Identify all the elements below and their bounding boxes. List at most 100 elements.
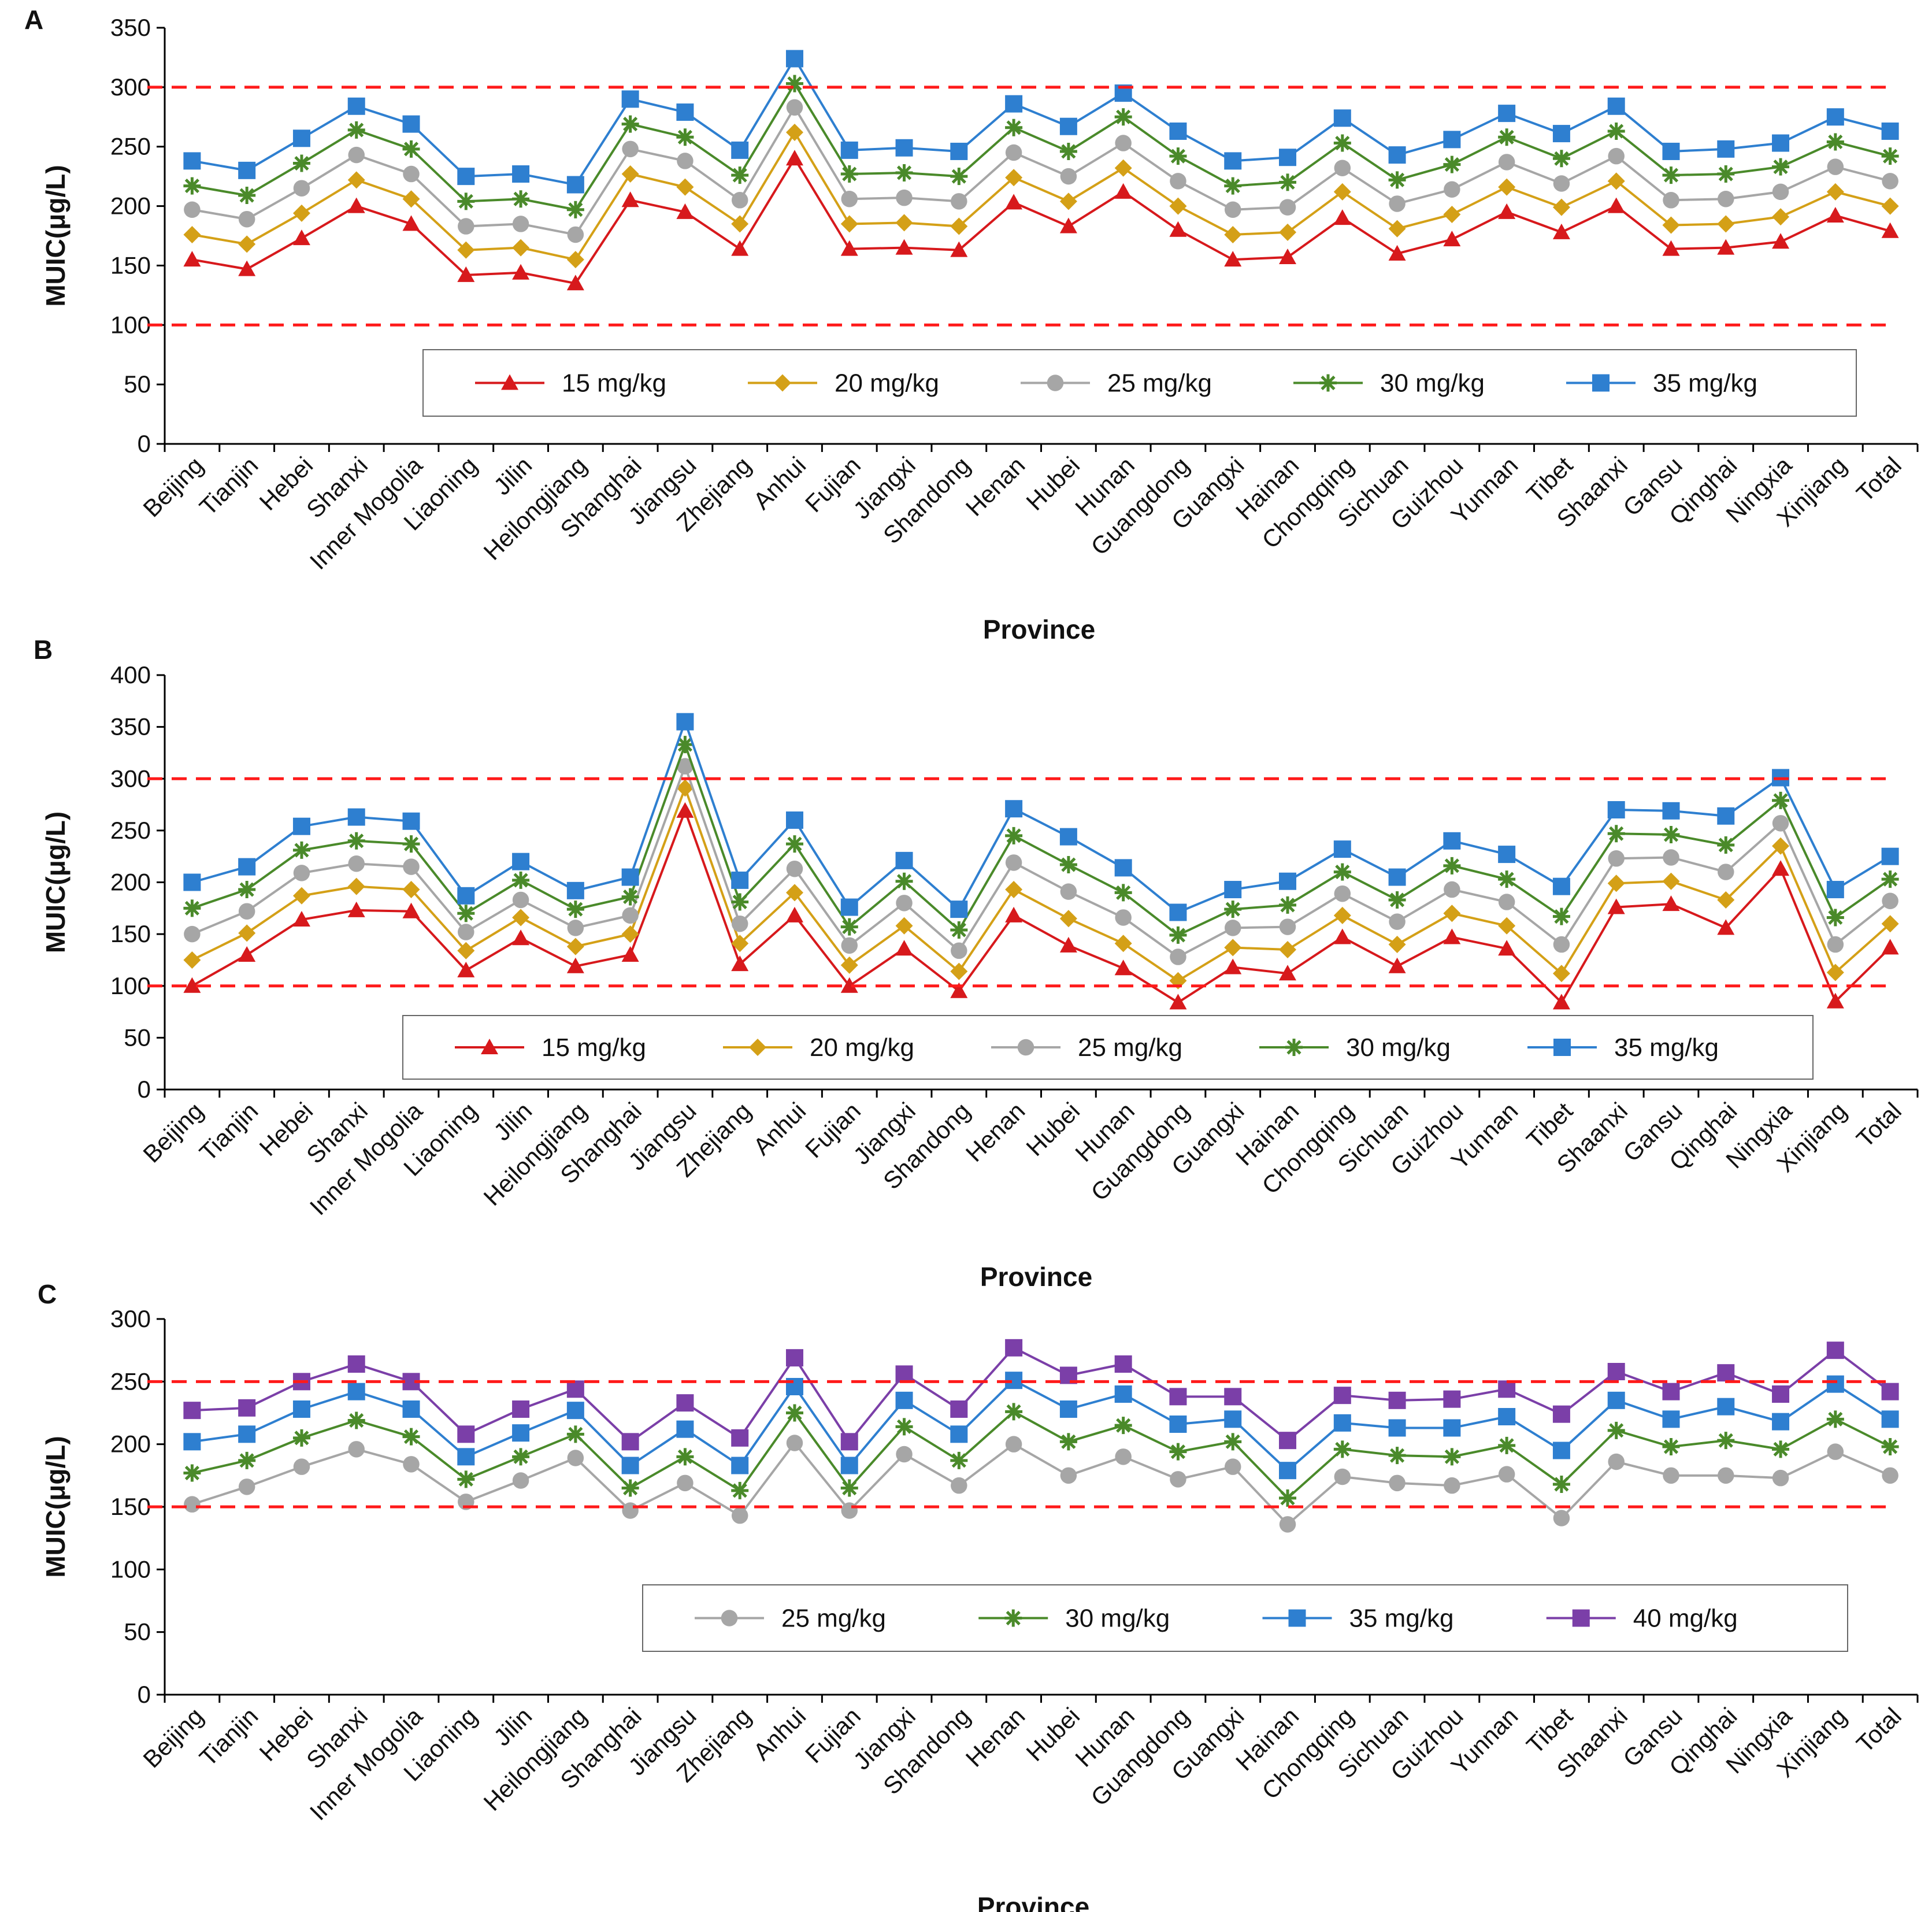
data-point-40-mg-kg bbox=[621, 1433, 639, 1451]
data-point-35-mg-kg bbox=[1772, 1413, 1790, 1431]
data-point-25-mg-kg bbox=[786, 99, 803, 116]
data-point-15-mg-kg bbox=[1443, 231, 1461, 247]
data-point-25-mg-kg bbox=[1389, 195, 1406, 212]
data-point-20-mg-kg bbox=[1114, 935, 1132, 953]
data-point-30-mg-kg bbox=[1498, 128, 1516, 146]
data-point-30-mg-kg bbox=[1662, 1438, 1680, 1455]
data-point-20-mg-kg bbox=[1279, 941, 1297, 959]
x-tick-label-henan: Henan bbox=[961, 1702, 1030, 1772]
data-point-30-mg-kg bbox=[731, 1481, 749, 1499]
data-point-25-mg-kg bbox=[1224, 1458, 1241, 1475]
legend-marker-15-mg-kg bbox=[481, 1039, 498, 1054]
data-point-25-mg-kg bbox=[1663, 1467, 1679, 1484]
data-point-30-mg-kg bbox=[347, 121, 365, 139]
series-line-40-mg-kg bbox=[192, 1346, 1891, 1444]
data-point-25-mg-kg bbox=[567, 226, 584, 243]
legend-marker-25-mg-kg bbox=[1017, 1039, 1034, 1056]
y-tick-label: 100 bbox=[110, 972, 151, 999]
data-point-35-mg-kg bbox=[1388, 868, 1406, 886]
data-point-30-mg-kg bbox=[1005, 1403, 1023, 1421]
data-point-25-mg-kg bbox=[1772, 1469, 1789, 1487]
data-point-30-mg-kg bbox=[292, 841, 310, 859]
data-point-40-mg-kg bbox=[731, 1429, 749, 1447]
data-point-15-mg-kg bbox=[676, 203, 694, 219]
data-point-30-mg-kg bbox=[1224, 901, 1242, 918]
data-point-40-mg-kg bbox=[566, 1380, 584, 1398]
y-tick-label: 300 bbox=[110, 73, 151, 101]
data-point-25-mg-kg bbox=[1060, 168, 1077, 185]
data-point-25-mg-kg bbox=[1608, 147, 1625, 165]
data-point-25-mg-kg bbox=[677, 758, 694, 775]
data-point-20-mg-kg bbox=[347, 877, 365, 895]
data-point-35-mg-kg bbox=[512, 853, 530, 870]
data-point-15-mg-kg bbox=[1717, 919, 1735, 935]
data-point-35-mg-kg bbox=[1388, 146, 1406, 164]
data-point-25-mg-kg bbox=[1827, 158, 1844, 175]
legend-marker-15-mg-kg bbox=[501, 374, 518, 390]
data-point-15-mg-kg bbox=[512, 264, 530, 280]
data-point-20-mg-kg bbox=[1881, 197, 1899, 215]
data-point-35-mg-kg bbox=[621, 1457, 639, 1474]
x-tick-label-tianjin: Tianjin bbox=[194, 1097, 264, 1166]
data-point-20-mg-kg bbox=[183, 225, 201, 243]
legend-label-25-mg-kg: 25 mg/kg bbox=[1078, 1033, 1182, 1062]
panel-c-label: C bbox=[38, 1279, 57, 1309]
y-tick-label: 250 bbox=[110, 133, 151, 160]
data-point-35-mg-kg bbox=[731, 141, 749, 159]
data-point-15-mg-kg bbox=[292, 229, 310, 246]
data-point-15-mg-kg bbox=[1826, 207, 1844, 223]
data-point-20-mg-kg bbox=[1772, 208, 1790, 226]
data-point-30-mg-kg bbox=[566, 1425, 584, 1443]
data-point-30-mg-kg bbox=[1169, 1443, 1187, 1461]
data-point-25-mg-kg bbox=[622, 1502, 639, 1519]
data-point-25-mg-kg bbox=[951, 942, 967, 959]
data-point-30-mg-kg bbox=[1826, 909, 1844, 927]
data-point-35-mg-kg bbox=[1498, 846, 1516, 864]
data-point-25-mg-kg bbox=[677, 153, 694, 169]
data-point-30-mg-kg bbox=[731, 166, 749, 184]
data-point-20-mg-kg bbox=[1224, 939, 1242, 957]
data-point-30-mg-kg bbox=[1443, 155, 1461, 173]
data-point-25-mg-kg bbox=[786, 1435, 803, 1451]
series-25-mg-kg bbox=[184, 99, 1898, 243]
data-point-15-mg-kg bbox=[1059, 936, 1077, 953]
data-point-25-mg-kg bbox=[512, 1472, 529, 1489]
data-point-15-mg-kg bbox=[1333, 209, 1351, 225]
data-point-30-mg-kg bbox=[402, 835, 420, 853]
data-point-35-mg-kg bbox=[1552, 125, 1570, 143]
data-point-30-mg-kg bbox=[621, 888, 639, 906]
data-point-25-mg-kg bbox=[458, 924, 474, 940]
data-point-15-mg-kg bbox=[840, 977, 858, 993]
data-point-25-mg-kg bbox=[1444, 181, 1460, 198]
data-point-25-mg-kg bbox=[1279, 1516, 1296, 1533]
data-point-30-mg-kg bbox=[512, 190, 530, 208]
data-point-15-mg-kg bbox=[1717, 239, 1735, 255]
data-point-30-mg-kg bbox=[238, 1451, 256, 1469]
data-point-20-mg-kg bbox=[238, 235, 256, 253]
data-point-30-mg-kg bbox=[1005, 118, 1023, 136]
data-point-30-mg-kg bbox=[292, 154, 310, 172]
data-point-20-mg-kg bbox=[183, 951, 201, 969]
y-tick-label: 100 bbox=[110, 1555, 151, 1583]
y-tick-label: 200 bbox=[110, 1431, 151, 1458]
data-point-15-mg-kg bbox=[1169, 221, 1187, 237]
data-point-20-mg-kg bbox=[1224, 225, 1242, 243]
data-point-25-mg-kg bbox=[1553, 175, 1570, 192]
data-point-35-mg-kg bbox=[1607, 801, 1625, 819]
data-point-30-mg-kg bbox=[1717, 165, 1735, 183]
x-axis-title: Province bbox=[980, 1262, 1092, 1292]
data-point-30-mg-kg bbox=[1826, 1410, 1844, 1428]
data-point-15-mg-kg bbox=[840, 240, 858, 256]
data-point-25-mg-kg bbox=[896, 895, 913, 911]
series-line-35-mg-kg bbox=[192, 1379, 1891, 1472]
y-tick-label: 200 bbox=[110, 192, 151, 220]
data-point-30-mg-kg bbox=[347, 832, 365, 850]
data-point-20-mg-kg bbox=[785, 884, 803, 902]
data-point-30-mg-kg bbox=[785, 75, 803, 92]
data-point-30-mg-kg bbox=[566, 201, 584, 218]
x-tick-label-beijing: Beijing bbox=[138, 451, 208, 522]
legend-marker-35-mg-kg bbox=[1288, 1609, 1306, 1627]
legend-label-30-mg-kg: 30 mg/kg bbox=[1380, 369, 1485, 398]
series-35-mg-kg bbox=[183, 1372, 1899, 1480]
legend-marker-35-mg-kg bbox=[1592, 374, 1610, 392]
